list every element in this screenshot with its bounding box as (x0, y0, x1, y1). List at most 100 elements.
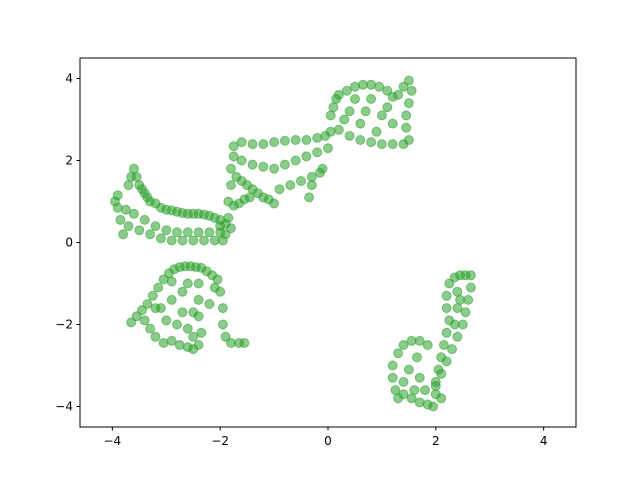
data-point (236, 155, 247, 166)
data-point (247, 159, 258, 170)
data-point (226, 180, 236, 191)
data-point (333, 89, 344, 100)
data-point (382, 102, 393, 113)
data-point (328, 102, 339, 113)
data-point (223, 212, 234, 223)
data-point (279, 159, 290, 170)
data-point (279, 135, 290, 146)
data-point (182, 278, 193, 289)
data-point (366, 79, 377, 90)
data-point (244, 192, 255, 203)
data-point (325, 126, 336, 137)
data-point (447, 344, 457, 355)
data-point (339, 114, 350, 125)
data-point (182, 227, 193, 238)
data-point (217, 303, 228, 314)
data-point (430, 381, 441, 391)
data-point (312, 132, 323, 143)
data-point (177, 235, 188, 246)
data-point (269, 163, 280, 174)
data-point (139, 315, 150, 326)
data-point (406, 393, 417, 404)
data-point (128, 163, 139, 174)
data-point (274, 184, 285, 195)
data-point (403, 364, 414, 375)
data-point (145, 323, 156, 334)
data-point (449, 319, 460, 330)
data-point (166, 335, 177, 346)
data-point (301, 151, 312, 162)
data-point (460, 307, 471, 318)
data-point (452, 286, 463, 297)
data-point (306, 171, 317, 182)
data-point (398, 139, 409, 150)
data-point (393, 348, 404, 359)
data-point (134, 225, 145, 236)
data-point (455, 294, 466, 305)
data-point (199, 235, 209, 246)
data-point (115, 214, 126, 225)
data-point (220, 229, 231, 240)
data-point (398, 376, 409, 387)
data-point (174, 340, 185, 350)
data-point (150, 331, 161, 342)
data-point (258, 161, 269, 172)
data-point (290, 155, 301, 166)
y-tick-label: 4 (65, 72, 73, 86)
data-point (290, 135, 301, 145)
data-point (120, 204, 131, 215)
data-point (341, 85, 352, 96)
data-point (142, 299, 153, 309)
data-point (360, 106, 371, 117)
data-point (128, 208, 139, 219)
data-point (172, 227, 182, 238)
x-tick-label: 2 (432, 434, 440, 448)
data-point (428, 401, 439, 412)
data-point (236, 137, 247, 148)
data-point (355, 118, 366, 129)
scatter-points (110, 75, 476, 412)
data-point (188, 235, 199, 246)
data-point (436, 368, 447, 379)
data-point (166, 276, 177, 287)
data-point (317, 163, 328, 174)
y-tick-label: −4 (55, 400, 73, 414)
data-point (465, 282, 476, 293)
data-point (403, 98, 414, 109)
data-point (371, 126, 382, 137)
data-point (350, 94, 360, 104)
data-point (465, 270, 476, 281)
data-point (123, 180, 134, 191)
data-point (147, 290, 158, 301)
x-axis-ticks: −4 −2 0 2 4 (103, 427, 547, 448)
data-point (387, 372, 398, 383)
data-point (374, 81, 385, 92)
data-point (355, 135, 366, 145)
data-point (196, 327, 207, 338)
data-point (217, 319, 228, 330)
data-point (166, 235, 177, 246)
data-point (139, 214, 150, 225)
data-point (376, 139, 387, 150)
data-point (376, 110, 387, 121)
data-point (401, 122, 412, 133)
data-point (387, 139, 398, 150)
data-point (441, 327, 452, 338)
data-point (161, 225, 172, 236)
data-point (220, 331, 231, 342)
data-point (153, 282, 164, 293)
data-point (193, 278, 204, 289)
data-point (123, 221, 134, 232)
x-tick-label: −2 (211, 434, 229, 448)
data-point (414, 335, 425, 346)
data-point (406, 85, 417, 96)
data-point (182, 323, 193, 334)
data-point (172, 319, 182, 330)
data-point (285, 180, 296, 191)
data-point (112, 202, 123, 213)
data-point (390, 385, 401, 396)
data-point (366, 94, 377, 104)
data-point (166, 294, 177, 305)
data-point (212, 274, 223, 285)
